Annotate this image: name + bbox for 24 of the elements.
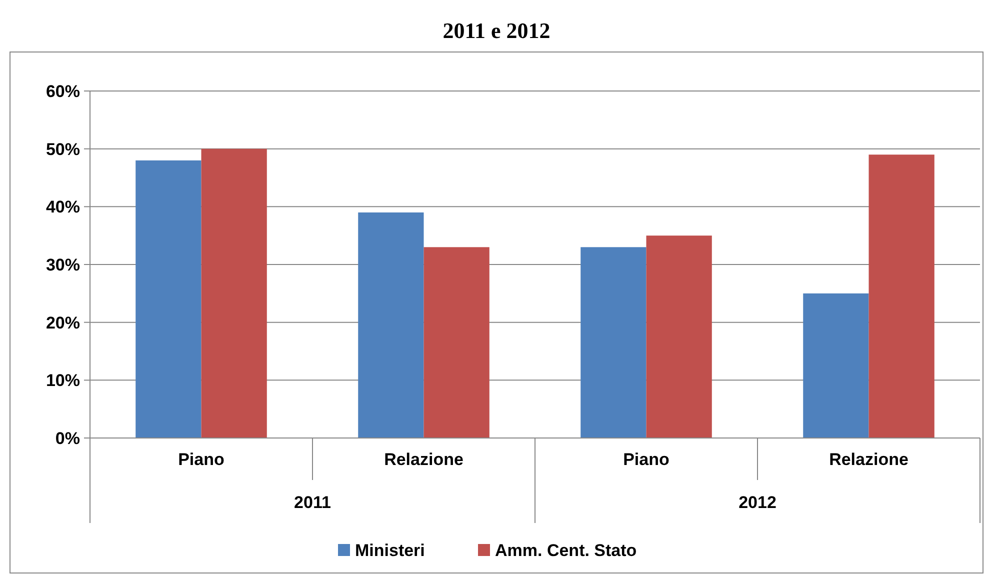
bar: [868, 154, 934, 438]
legend-label: Ministeri: [355, 541, 425, 560]
y-tick-label: 20%: [46, 313, 80, 332]
bar: [136, 160, 202, 438]
y-tick-label: 0%: [55, 429, 80, 448]
y-tick-label: 30%: [46, 256, 80, 274]
y-tick-label: 60%: [46, 82, 80, 101]
y-tick-label: 10%: [46, 371, 80, 390]
legend-label: Amm. Cent. Stato: [495, 541, 637, 560]
x-tick-label: Piano: [178, 450, 224, 469]
bar: [803, 293, 869, 438]
x-tick-label: Piano: [623, 450, 670, 469]
x-tick-label: Relazione: [829, 450, 908, 469]
bar: [201, 148, 267, 438]
text: 2011: [294, 493, 331, 512]
bar: [646, 236, 712, 438]
bar: [358, 212, 424, 438]
text: 2012: [738, 493, 776, 512]
bar: [580, 247, 646, 438]
bar: [424, 247, 490, 438]
y-tick-label: 40%: [46, 198, 80, 217]
chart-title: 2011 e 2012: [442, 18, 550, 43]
y-tick-label: 50%: [46, 140, 80, 159]
x-tick-label: Relazione: [384, 450, 464, 469]
